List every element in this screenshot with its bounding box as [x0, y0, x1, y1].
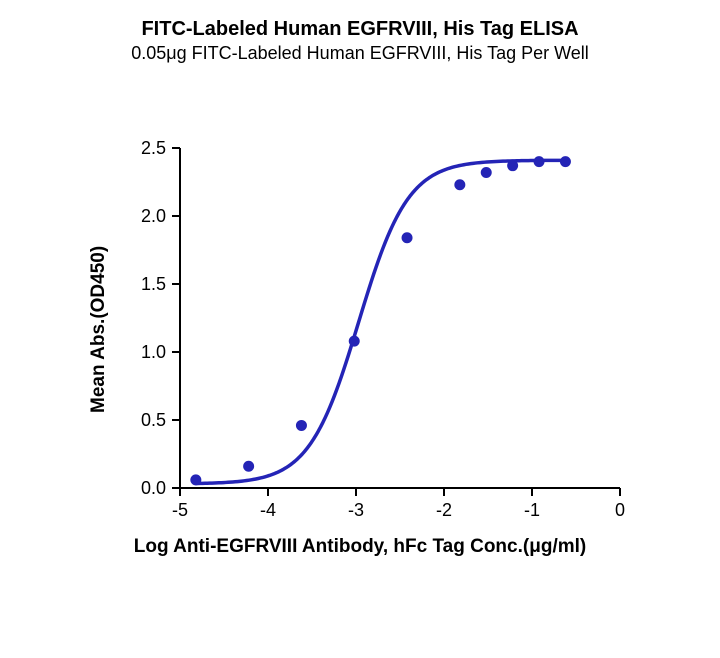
elisa-chart: 0.0 0.5 1.0 1.5 2.0 2.5 -5 -4 -3 -2 -1 0: [60, 128, 660, 578]
svg-text:-4: -4: [260, 500, 276, 520]
chart-title: FITC-Labeled Human EGFRVIII, His Tag ELI…: [0, 18, 720, 41]
svg-text:2.0: 2.0: [141, 206, 166, 226]
svg-text:2.5: 2.5: [141, 138, 166, 158]
svg-text:0: 0: [615, 500, 625, 520]
svg-text:0.5: 0.5: [141, 410, 166, 430]
x-axis-label: Log Anti-EGFRVIII Antibody, hFc Tag Conc…: [60, 536, 660, 558]
svg-text:0.0: 0.0: [141, 478, 166, 498]
chart-subtitle: 0.05μg FITC-Labeled Human EGFRVIII, His …: [0, 43, 720, 64]
svg-text:-1: -1: [524, 500, 540, 520]
chart-container: 0.0 0.5 1.0 1.5 2.0 2.5 -5 -4 -3 -2 -1 0 Mean Abs.(…: [60, 128, 660, 578]
svg-text:-3: -3: [348, 500, 364, 520]
svg-text:1.5: 1.5: [141, 274, 166, 294]
svg-text:1.0: 1.0: [141, 342, 166, 362]
y-axis-label: Mean Abs.(OD450): [88, 246, 110, 413]
svg-text:-2: -2: [436, 500, 452, 520]
svg-text:-5: -5: [172, 500, 188, 520]
